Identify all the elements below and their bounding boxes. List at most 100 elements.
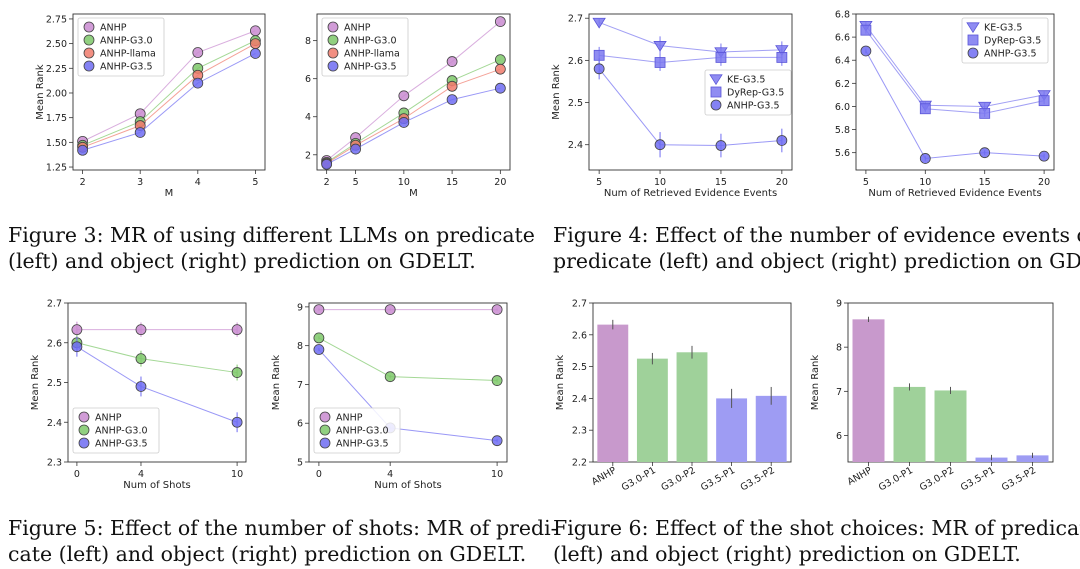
y-tick-label: 4 — [305, 112, 311, 123]
legend-entry: ANHP-G3.0 — [95, 426, 148, 437]
data-point-ANHP-G3.5 — [494, 82, 506, 94]
y-axis-label: Mean Rank — [555, 355, 566, 411]
legend-marker-ANHP-G3.5 — [78, 437, 90, 449]
legend-entry: ANHP-G3.0 — [336, 426, 389, 437]
data-point-ANHP — [135, 324, 147, 336]
data-point-ANHP — [313, 304, 325, 315]
legend-marker-ANHP-G3.5 — [710, 99, 722, 111]
legend-box — [704, 69, 792, 116]
data-point-ANHP — [494, 16, 506, 28]
data-point-ANHP-llama — [446, 80, 458, 92]
y-tick-label: 2.6 — [568, 56, 583, 67]
plot-frame — [855, 13, 1055, 171]
caption-line: predicate (left) and object (right) pred… — [553, 249, 1080, 273]
bar-G3.0-P1 — [893, 386, 926, 462]
data-point-ANHP-G3.5 — [249, 48, 261, 59]
y-tick-label: 2.25 — [46, 64, 67, 75]
series-line-ANHP-llama — [82, 43, 256, 148]
data-point-ANHP-G3.5 — [398, 117, 410, 128]
chart-6: 5 6 7 8 9 Mean Rank 0 4 10 Num of Shots ANHP ANHP-G… — [271, 302, 508, 491]
y-tick-label: 2.4 — [572, 394, 587, 405]
legend-entry: DyRep-G3.5 — [727, 88, 784, 99]
chart-8: 6 7 8 9 Mean Rank ANHP G3.0-P1 G3.0-P2 G3.5-P1 G3… — [810, 299, 1054, 493]
plot-frame — [588, 13, 793, 171]
y-tick-label: 6.0 — [835, 102, 850, 113]
legend-marker-KE-G3.5 — [966, 22, 980, 34]
legend-box — [321, 17, 409, 77]
bar-G3.0-P2 — [934, 390, 967, 462]
y-tick-label: 9 — [297, 302, 303, 313]
data-point-ANHP-G3.0 — [231, 367, 243, 378]
x-tick-label: 5 — [353, 177, 359, 188]
y-tick-label: 2.7 — [572, 299, 587, 310]
data-point-ANHP-G3.5 — [446, 94, 458, 106]
x-tick-label: G3.0-P2 — [918, 465, 956, 493]
bar-G3.5-P1 — [716, 398, 748, 462]
y-tick-label: 6.2 — [835, 79, 850, 90]
plot-frame — [72, 13, 266, 171]
legend-marker-DyRep-G3.5 — [967, 34, 979, 46]
data-point-ANHP-G3.5 — [1038, 150, 1050, 162]
data-point-ANHP-G3.5 — [593, 63, 605, 75]
data-point-ANHP — [491, 304, 503, 315]
data-point-KE-G3.5 — [592, 17, 606, 29]
data-point-ANHP — [192, 47, 204, 58]
legend-marker-KE-G3.5 — [709, 74, 723, 86]
y-axis-label: Mean Rank — [551, 64, 562, 120]
series-line-ANHP-G3.0 — [82, 40, 256, 146]
x-axis-label: M — [409, 188, 418, 199]
x-axis-label: Num of Shots — [374, 480, 442, 491]
y-tick-label: 6 — [305, 74, 311, 85]
series-line-KE-G3.5 — [598, 21, 782, 53]
legend-marker-ANHP — [327, 21, 339, 33]
legend-marker-ANHP-G3.5 — [327, 60, 339, 72]
y-tick-label: 2.4 — [47, 418, 62, 429]
caption-figure-3: Figure 3: MR of using different LLMs on … — [8, 222, 535, 274]
plot-frame — [316, 13, 511, 171]
y-axis-label: Mean Rank — [30, 355, 41, 411]
legend-marker-ANHP-G3.0 — [83, 34, 95, 46]
x-axis-label: Num of Shots — [123, 480, 191, 491]
bar-G3.0-P2 — [676, 352, 708, 462]
x-tick-label: 5 — [863, 177, 869, 188]
chart-1: 1.25 1.50 1.75 2.00 2.25 2.50 2.75 Mean Rank 2 3 4… — [35, 13, 266, 199]
y-tick-label: 2.7 — [47, 299, 62, 310]
y-axis-label: Mean Rank — [271, 355, 282, 411]
legend-marker-ANHP-llama — [327, 47, 339, 59]
legend-entry: ANHP-G3.5 — [336, 439, 389, 450]
y-tick-label: 8 — [836, 343, 842, 354]
data-point-DyRep-G3.5 — [715, 52, 727, 63]
legend-marker-ANHP-G3.5 — [83, 60, 95, 72]
y-tick-label: 2.6 — [47, 338, 62, 349]
legend-entry: ANHP — [344, 23, 371, 34]
caption-line: Figure 3: MR of using different LLMs on … — [8, 223, 535, 247]
data-point-ANHP-G3.5 — [135, 381, 147, 392]
y-tick-label: 1.25 — [46, 163, 67, 174]
caption-line: cate (left) and object (right) predictio… — [8, 542, 527, 566]
data-point-ANHP-G3.5 — [231, 416, 243, 428]
y-tick-label: 5.6 — [835, 148, 850, 159]
data-point-ANHP-G3.5 — [776, 135, 788, 146]
y-tick-label: 5.8 — [835, 125, 850, 136]
legend-entry: ANHP-llama — [344, 49, 400, 60]
data-point-ANHP — [231, 324, 243, 336]
data-point-ANHP-G3.5 — [860, 45, 872, 57]
legend-marker-ANHP — [83, 21, 95, 33]
x-axis-label: M — [165, 188, 174, 199]
data-point-ANHP — [398, 90, 410, 102]
series-line-ANHP-G3.5 — [598, 68, 782, 147]
data-point-ANHP-G3.5 — [71, 341, 83, 353]
data-point-DyRep-G3.5 — [654, 57, 666, 68]
series-line-ANHP-G3.5 — [865, 50, 1045, 159]
legend-entry: KE-G3.5 — [727, 75, 765, 86]
x-tick-label: 5 — [596, 177, 602, 188]
y-axis-label: Mean Rank — [35, 64, 46, 120]
data-point-ANHP-G3.0 — [384, 371, 396, 383]
data-point-ANHP-G3.5 — [192, 77, 204, 89]
data-point-ANHP-G3.5 — [77, 144, 88, 156]
data-point-ANHP-G3.5 — [715, 140, 727, 151]
legend-marker-ANHP-G3.5 — [319, 437, 331, 449]
